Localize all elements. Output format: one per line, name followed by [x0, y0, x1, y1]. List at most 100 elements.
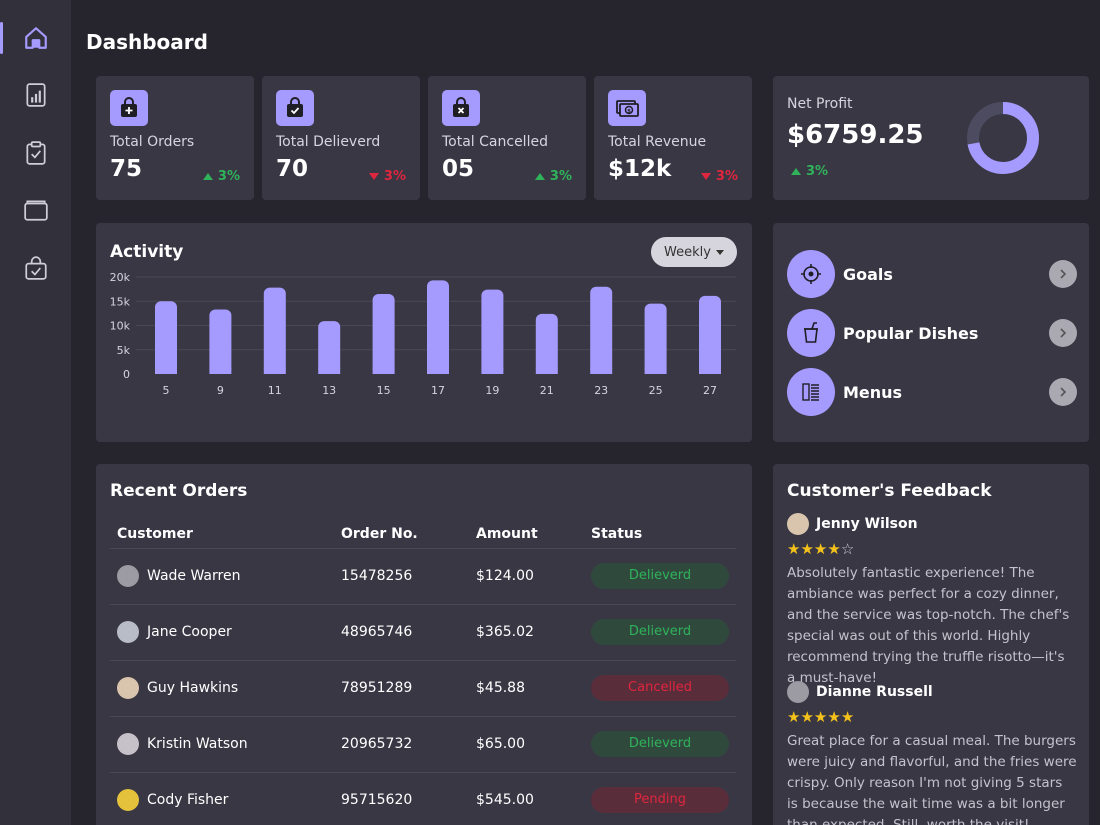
stat-change: 3%	[534, 169, 572, 184]
order-number: 78951289	[334, 660, 469, 717]
star-icon: ★	[800, 540, 814, 558]
stat-value: 75	[110, 156, 143, 182]
avatar	[787, 513, 809, 535]
customer-name: Kristin Watson	[147, 736, 248, 752]
target-icon	[787, 250, 835, 298]
order-amount: $124.00	[469, 548, 584, 605]
star-icon: ★	[800, 708, 814, 726]
sidebar-item-orders[interactable]	[0, 133, 71, 173]
bar-base	[481, 368, 504, 374]
sidebar-item-wallet[interactable]	[0, 190, 71, 230]
caret-down-icon	[715, 249, 724, 255]
bag-check-icon	[24, 256, 47, 280]
stat-label: Total Revenue	[608, 134, 707, 150]
popular-dishes-label: Popular Dishes	[843, 323, 979, 343]
stat-card-total-revenue: $ Total Revenue $12k 3%	[594, 76, 752, 200]
order-amount: $365.02	[469, 604, 584, 661]
period-dropdown[interactable]: Weekly	[651, 237, 737, 267]
sidebar-item-shopping[interactable]	[0, 248, 71, 288]
chevron-right-icon[interactable]	[1049, 378, 1077, 406]
customer-name: Jane Cooper	[147, 624, 232, 640]
stat-card-total-orders: Total Orders 75 3%	[96, 76, 254, 200]
chevron-right-icon[interactable]	[1049, 260, 1077, 288]
bar-base	[263, 368, 286, 374]
bar-base	[590, 368, 613, 374]
stat-change: 3%	[700, 169, 738, 184]
bar	[644, 303, 667, 374]
table-row[interactable]: Cody Fisher 95715620 $545.00 Pending	[110, 772, 736, 825]
popular-dishes-link[interactable]: Popular Dishes	[787, 309, 1077, 357]
customer-cell: Guy Hawkins	[117, 677, 334, 699]
profit-ring-fill	[967, 102, 1039, 174]
table-row[interactable]: Guy Hawkins 78951289 $45.88 Cancelled	[110, 660, 736, 717]
column-header-status: Status	[584, 520, 736, 549]
page-title: Dashboard	[86, 30, 208, 54]
table-row[interactable]: Wade Warren 15478256 $124.00 Delieverd	[110, 548, 736, 605]
order-amount: $65.00	[469, 716, 584, 773]
bar-base	[318, 368, 341, 374]
bar	[263, 287, 286, 374]
stat-label: Total Orders	[110, 134, 195, 150]
order-number: 95715620	[334, 772, 469, 825]
feedback-title: Customer's Feedback	[787, 481, 992, 501]
customer-name: Cody Fisher	[147, 792, 229, 808]
status-badge: Delieverd	[591, 731, 729, 757]
star-icon: ★	[787, 540, 801, 558]
chevron-right-icon[interactable]	[1049, 319, 1077, 347]
bar	[481, 289, 504, 374]
star-rating: ★★★★☆	[787, 540, 854, 558]
bar	[318, 321, 341, 374]
customer-cell: Kristin Watson	[117, 733, 334, 755]
table-row[interactable]: Jane Cooper 48965746 $365.02 Delieverd	[110, 604, 736, 661]
profit-ring-chart	[967, 102, 1039, 174]
bar	[155, 301, 177, 374]
customer-name: Wade Warren	[147, 568, 241, 584]
menus-link[interactable]: Menus	[787, 368, 1077, 416]
goals-link[interactable]: Goals	[787, 250, 1077, 298]
arrow-down-icon	[368, 173, 379, 180]
stat-change: 3%	[202, 169, 240, 184]
reviewer: Jenny Wilson	[787, 513, 918, 535]
x-tick-label: 17	[431, 384, 445, 397]
arrow-up-icon	[202, 173, 213, 180]
arrow-up-icon	[534, 173, 545, 180]
column-header-amount: Amount	[469, 520, 584, 549]
arrow-down-icon	[700, 173, 711, 180]
table-row[interactable]: Kristin Watson 20965732 $65.00 Delieverd	[110, 716, 736, 773]
star-icon: ★	[827, 540, 841, 558]
avatar	[117, 565, 139, 587]
star-empty-icon: ☆	[840, 540, 855, 558]
sidebar-item-analytics[interactable]	[0, 75, 71, 115]
order-number: 15478256	[334, 548, 469, 605]
stat-card-total-delivered: Total Delieverd 70 3%	[262, 76, 420, 200]
avatar	[117, 677, 139, 699]
avatar	[117, 733, 139, 755]
bag-plus-icon	[110, 90, 148, 126]
customer-feedback-card: Customer's Feedback Jenny Wilson ★★★★☆ A…	[773, 464, 1089, 825]
x-tick-label: 15	[377, 384, 391, 397]
arrow-up-icon	[791, 168, 801, 175]
order-amount: $545.00	[469, 772, 584, 825]
sidebar-item-home[interactable]	[0, 18, 71, 58]
x-tick-label: 23	[594, 384, 608, 397]
x-tick-label: 21	[540, 384, 554, 397]
net-profit-value: $6759.25	[787, 120, 924, 150]
bag-check-icon	[276, 90, 314, 126]
money-icon: $	[608, 90, 646, 126]
star-icon: ★	[813, 708, 828, 726]
goals-label: Goals	[843, 264, 893, 284]
stat-value: $12k	[608, 156, 672, 182]
menu-list-icon	[787, 368, 835, 416]
x-tick-label: 13	[322, 384, 336, 397]
bar-base	[427, 368, 449, 374]
x-tick-label: 11	[268, 384, 282, 397]
star-icon: ★	[840, 708, 855, 726]
cup-icon	[787, 309, 835, 357]
star-icon: ★	[813, 540, 828, 558]
activity-card: Activity Weekly 20k 15k 10k 5k 0 5 9 11 13 15 17 19…	[96, 223, 752, 442]
bar-base	[155, 368, 177, 374]
svg-text:$: $	[627, 108, 631, 114]
bar	[427, 280, 449, 374]
customer-cell: Cody Fisher	[117, 789, 334, 811]
x-tick-label: 19	[485, 384, 499, 397]
